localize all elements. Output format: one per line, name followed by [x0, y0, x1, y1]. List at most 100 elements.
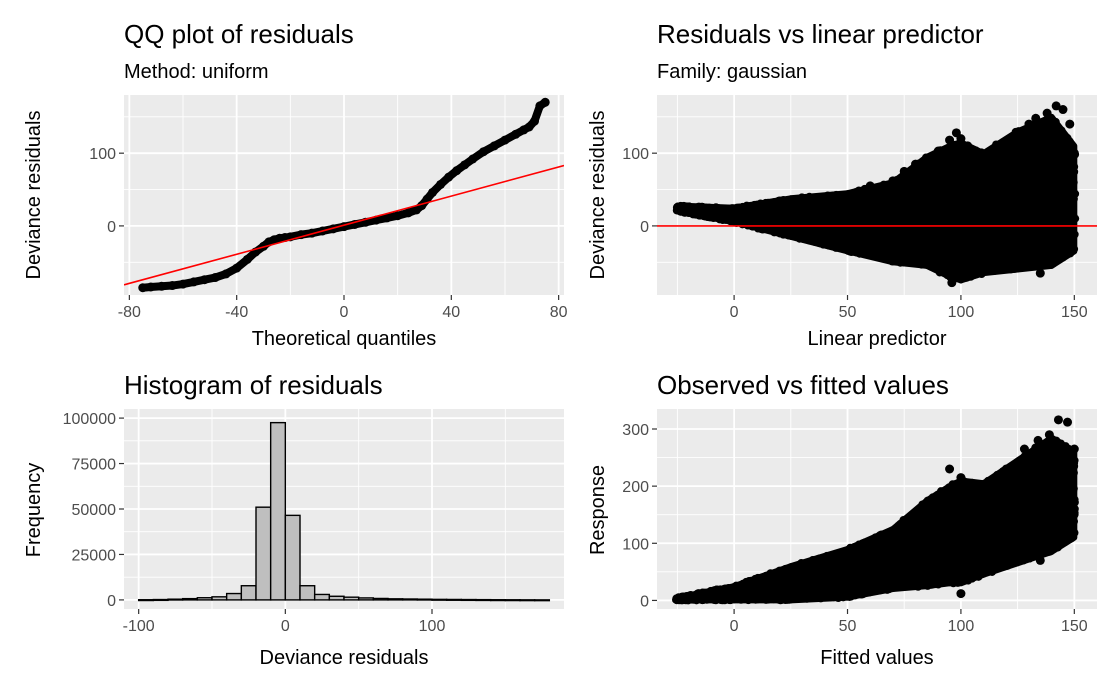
- chart0-data-point: [511, 129, 521, 139]
- chart0-data-point: [479, 147, 489, 157]
- chart0-data-point: [489, 141, 499, 151]
- chart0-data-point: [460, 160, 470, 170]
- chart0-y-tick-label: 100: [89, 146, 116, 163]
- chart2-x-tick-label: 0: [281, 618, 290, 635]
- chart1-data-point: [797, 195, 807, 205]
- chart0-data-point: [403, 208, 413, 218]
- chart1-data-point: [1047, 254, 1057, 264]
- chart1-data-point: [774, 199, 784, 209]
- chart1-data-point: [752, 203, 762, 213]
- chart0-data-point: [382, 213, 392, 223]
- chart2-x-tick-label: 100: [419, 618, 446, 635]
- chart2-histogram-bar: [431, 598, 448, 601]
- chart1-data-point: [831, 190, 841, 200]
- chart1-y-tick-label: 100: [622, 146, 649, 163]
- observed-vs-fitted-title: Observed vs fitted values: [657, 370, 949, 400]
- chart1-data-point: [994, 148, 1004, 158]
- qq-plot-subtitle: Method: uniform: [124, 61, 269, 83]
- histogram-y-axis-title: Frequency: [23, 463, 45, 558]
- chart1-data-point: [974, 152, 984, 162]
- chart1-data-point: [1006, 142, 1016, 152]
- chart2-histogram-bar: [255, 506, 272, 601]
- chart0-data-layer: [124, 95, 564, 295]
- chart0-data-point: [167, 281, 177, 291]
- chart1-x-tick-label: 100: [948, 304, 975, 321]
- chart1-point-cloud-core: [1014, 113, 1055, 273]
- residuals-vs-predictor-y-axis-title: Deviance residuals: [587, 111, 609, 280]
- chart1-data-point: [945, 135, 955, 145]
- chart2-histogram-bar: [401, 598, 419, 601]
- chart1-data-point: [997, 263, 1007, 273]
- chart1-x-tick-label: 50: [839, 304, 857, 321]
- histogram-title: Histogram of residuals: [124, 370, 383, 400]
- chart1-data-point: [684, 202, 694, 212]
- chart2-histogram-bar: [152, 598, 169, 602]
- chart2-histogram-bar: [313, 593, 331, 601]
- qq-plot-title: QQ plot of residuals: [124, 19, 354, 49]
- chart1-data-layer: [657, 95, 1097, 295]
- chart1-data-point: [922, 155, 932, 165]
- chart0-data-point: [221, 269, 231, 279]
- chart0-x-tick-label: 40: [442, 304, 460, 321]
- chart0-data-point: [138, 283, 148, 293]
- chart2-y-tick-label: 75000: [72, 457, 117, 474]
- chart1-data-point: [815, 193, 825, 203]
- chart1-data-point: [899, 166, 909, 176]
- chart1-point-cloud-core: [1048, 113, 1078, 269]
- chart2-histogram-bar: [211, 596, 228, 601]
- chart0-data-point: [189, 277, 199, 287]
- chart1-data-point: [1058, 105, 1068, 115]
- chart1-data-point: [1035, 268, 1045, 278]
- chart0-data-point: [540, 97, 550, 107]
- chart1-data-point: [963, 141, 973, 151]
- chart1-data-point: [888, 176, 898, 186]
- chart0-data-point: [444, 172, 454, 182]
- chart1-data-point: [933, 146, 943, 156]
- chart0-data-point: [178, 279, 188, 289]
- chart2-histogram-bar: [137, 599, 155, 602]
- chart0-x-tick-label: 80: [550, 304, 568, 321]
- chart1-point-cloud-core: [957, 139, 987, 284]
- chart2-histogram-bar: [284, 514, 301, 601]
- chart1-point-cloud-core: [844, 179, 896, 266]
- chart2-histogram-bar: [489, 599, 507, 602]
- chart2-histogram-bar: [299, 585, 316, 601]
- chart2-histogram-bar: [387, 598, 404, 601]
- chart1-data-point: [854, 186, 864, 196]
- chart1-data-point: [956, 134, 966, 144]
- chart0-data-point: [500, 135, 510, 145]
- residuals-vs-predictor-panel: Residuals vs linear predictor Family: ga…: [587, 19, 1097, 350]
- chart1-data-point: [911, 159, 921, 169]
- chart1-data-point: [1024, 119, 1034, 129]
- chart1-x-tick-label: 150: [1061, 304, 1088, 321]
- chart0-data-point: [452, 166, 462, 176]
- observed-vs-fitted-panel: Observed vs fitted values Fitted values …: [587, 370, 1097, 669]
- chart1-data-point: [1019, 261, 1029, 271]
- chart2-data-layer: [124, 409, 564, 609]
- chart2-x-tick-label: -100: [123, 618, 155, 635]
- chart1-data-point: [983, 157, 993, 167]
- qq-plot-x-axis-title: Theoretical quantiles: [252, 328, 437, 350]
- chart2-histogram-bar: [328, 595, 345, 601]
- chart1-data-point: [706, 205, 716, 215]
- chart2-histogram-bar: [519, 599, 536, 602]
- chart2-y-tick-label: 0: [107, 593, 116, 610]
- chart0-data-point: [199, 275, 209, 285]
- chart1-data-point: [1051, 101, 1061, 111]
- chart2-histogram-bar: [533, 599, 551, 602]
- chart0-data-point: [524, 122, 534, 132]
- chart2-y-tick-label: 25000: [72, 547, 117, 564]
- observed-vs-fitted-y-axis-title: Response: [587, 465, 609, 555]
- chart0-x-tick-label: -80: [118, 304, 141, 321]
- chart3-data-layer: [657, 409, 1097, 609]
- chart2-histogram-bar: [181, 597, 199, 601]
- histogram-x-axis-title: Deviance residuals: [260, 647, 429, 669]
- observed-vs-fitted-x-axis-title: Fitted values: [820, 647, 933, 669]
- chart0-data-point: [393, 211, 403, 221]
- chart2-histogram-bar: [445, 598, 463, 601]
- chart2-histogram-bar: [372, 597, 389, 601]
- chart1-data-point: [1069, 148, 1079, 158]
- chart0-data-point: [428, 187, 438, 197]
- chart2-y-tick-label: 50000: [72, 502, 117, 519]
